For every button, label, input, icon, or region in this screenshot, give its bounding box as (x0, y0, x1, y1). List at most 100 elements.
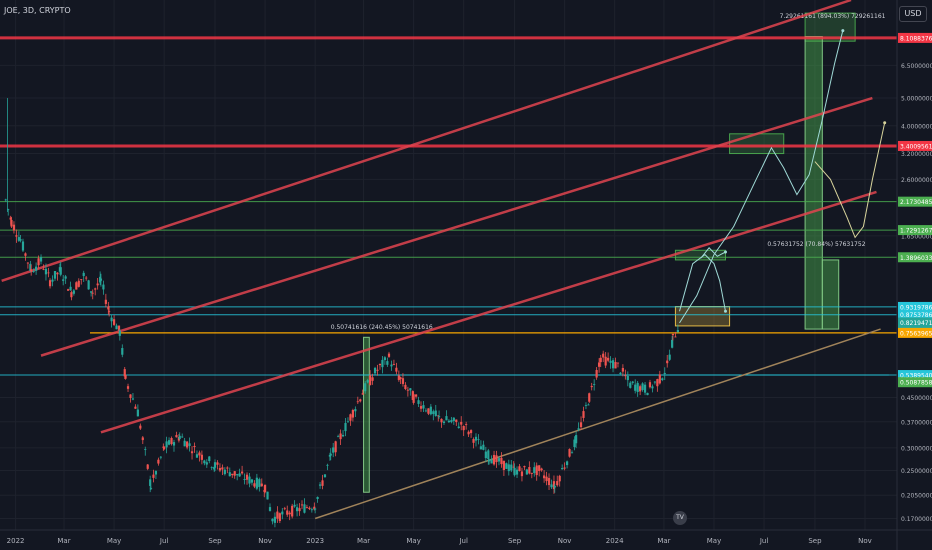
candle-body (316, 496, 319, 500)
candle-body (190, 451, 194, 454)
candle-body (7, 209, 10, 211)
candle-body (223, 469, 226, 475)
candle-body (668, 354, 671, 360)
candle-body (310, 509, 313, 511)
tradingview-logo-icon[interactable]: TV (673, 511, 687, 525)
candle-body (82, 272, 85, 277)
candle-body (271, 518, 274, 522)
candle-body (424, 410, 428, 412)
candle-body (369, 375, 372, 386)
candle-body (597, 362, 601, 367)
candle-body (616, 362, 620, 364)
candle-body (163, 446, 166, 450)
candle-body (479, 446, 483, 450)
candle-body (366, 380, 369, 383)
currency-button[interactable]: USD (899, 6, 927, 22)
candle-body (460, 421, 463, 425)
candle-body (636, 382, 639, 392)
candle-body (658, 374, 661, 384)
candle-body (651, 386, 654, 389)
candle-body (593, 384, 596, 385)
candle-body (515, 469, 519, 475)
candle-body (62, 279, 65, 281)
candle-body (35, 266, 38, 271)
candle-body (395, 367, 398, 372)
candle-body (502, 460, 505, 471)
y-tick-label: 5.00000000 (901, 96, 932, 103)
x-tick-label: Sep (508, 537, 522, 545)
projection-arrowhead (723, 250, 727, 254)
candle-body (159, 456, 162, 458)
candle-body (497, 458, 501, 462)
candle-body (440, 418, 443, 423)
x-tick-label: Mar (357, 537, 370, 545)
measure-label: 7.29261161 (894.03%) 729261161 (780, 13, 886, 20)
candle-body (39, 257, 43, 262)
candle-body (51, 279, 54, 282)
candle-body (108, 311, 111, 313)
candle-body (477, 439, 480, 440)
candle-body (487, 450, 490, 459)
candle-body (89, 291, 93, 293)
candle-body (218, 468, 222, 471)
measure-bar (804, 36, 823, 330)
trend-support-line (314, 328, 881, 520)
candle-body (344, 422, 347, 432)
candle-body (136, 409, 139, 417)
candle-body (178, 435, 181, 439)
candle-body (288, 512, 291, 515)
x-tick-label: Sep (208, 537, 222, 545)
candle-body (349, 414, 352, 421)
y-tick-label: 3.20000000 (901, 151, 932, 158)
x-tick-label: 2024 (606, 537, 624, 545)
projection-arrowhead (841, 29, 845, 33)
candle-body (525, 469, 528, 475)
candle-body (404, 384, 407, 390)
candle-body (104, 299, 107, 304)
candle-body (19, 239, 22, 241)
candle-body (621, 367, 624, 372)
candle-body (193, 445, 196, 448)
candle-body (523, 466, 526, 468)
x-tick-label: Jul (159, 537, 169, 545)
candle-body (124, 375, 127, 379)
measure-bar (363, 336, 370, 493)
candle-body (157, 459, 160, 464)
candle-body (467, 431, 470, 435)
candle-body (469, 430, 473, 434)
candle-body (356, 401, 359, 403)
candle-body (547, 478, 551, 486)
candle-body (99, 278, 103, 281)
y-tick-label: 0.17000000 (901, 516, 932, 523)
candle-body (286, 510, 289, 515)
candle-body (550, 484, 553, 488)
candle-body (590, 385, 593, 388)
candle-body (323, 474, 327, 478)
candle-body (561, 468, 564, 470)
candle-body (205, 462, 208, 465)
measure-label: 0.57631752 (70.84%) 57631752 (767, 241, 865, 248)
candle-body (530, 472, 533, 474)
candle-body (56, 272, 59, 275)
y-tick-label: 2.60000000 (901, 177, 932, 184)
x-tick-label: 2023 (306, 537, 324, 545)
candle-body (390, 364, 393, 367)
candle-body (437, 415, 440, 417)
candle-body (575, 435, 578, 444)
candle-body (149, 479, 152, 486)
x-tick-label: Nov (258, 537, 272, 545)
candle-body (553, 486, 556, 488)
candle-body (648, 382, 652, 388)
projection-arrowhead (883, 121, 887, 125)
candle-body (170, 438, 173, 445)
candle-body (604, 356, 607, 366)
candle-body (507, 464, 510, 472)
candle-body (281, 511, 284, 515)
channel-line (40, 96, 873, 357)
candle-body (552, 481, 556, 490)
